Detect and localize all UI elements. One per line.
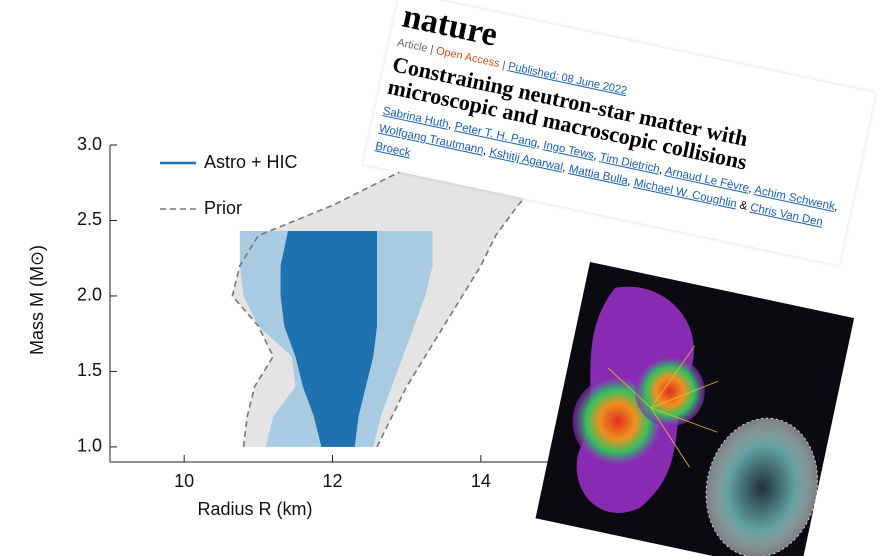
collision-image [536, 262, 855, 556]
page: Radius R (km) Mass M (M⊙) 1.01.52.02.53.… [0, 0, 887, 556]
figure-image-layer [0, 0, 887, 556]
